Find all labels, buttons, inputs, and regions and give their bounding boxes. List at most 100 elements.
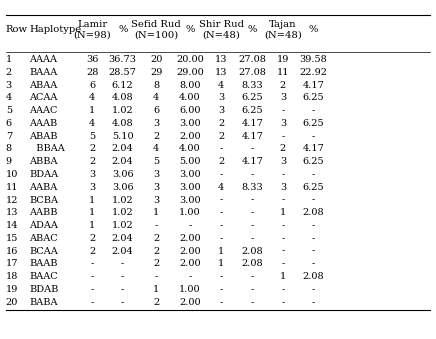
Text: 39.58: 39.58 bbox=[300, 55, 327, 64]
Text: 28: 28 bbox=[86, 68, 99, 77]
Text: -: - bbox=[91, 259, 94, 268]
Text: BABA: BABA bbox=[30, 298, 58, 307]
Text: 20.00: 20.00 bbox=[176, 55, 204, 64]
Text: 3: 3 bbox=[280, 119, 286, 128]
Text: 2.04: 2.04 bbox=[112, 234, 133, 243]
Text: 1: 1 bbox=[218, 247, 225, 256]
Text: 11: 11 bbox=[6, 183, 18, 192]
Text: 8: 8 bbox=[6, 144, 12, 154]
Text: -: - bbox=[220, 208, 223, 217]
Text: -: - bbox=[220, 285, 223, 294]
Text: 2.04: 2.04 bbox=[112, 247, 133, 256]
Text: 1.02: 1.02 bbox=[112, 196, 133, 204]
Text: -: - bbox=[220, 144, 223, 154]
Text: Haplotype: Haplotype bbox=[30, 25, 82, 35]
Text: -: - bbox=[281, 234, 285, 243]
Text: ABAB: ABAB bbox=[30, 132, 58, 141]
Text: BDAA: BDAA bbox=[30, 170, 59, 179]
Text: 1.02: 1.02 bbox=[112, 106, 133, 115]
Text: 6.25: 6.25 bbox=[303, 93, 324, 102]
Text: ADAA: ADAA bbox=[30, 221, 58, 230]
Text: ABAA: ABAA bbox=[30, 81, 58, 89]
Text: 2.08: 2.08 bbox=[242, 247, 263, 256]
Text: %: % bbox=[118, 25, 127, 35]
Text: Shir Rud
(N=48): Shir Rud (N=48) bbox=[199, 20, 244, 40]
Text: -: - bbox=[312, 298, 315, 307]
Text: -: - bbox=[188, 221, 191, 230]
Text: 19: 19 bbox=[277, 55, 289, 64]
Text: BDAB: BDAB bbox=[30, 285, 59, 294]
Text: 28.57: 28.57 bbox=[109, 68, 136, 77]
Text: 13: 13 bbox=[215, 68, 228, 77]
Text: 2: 2 bbox=[89, 234, 95, 243]
Text: 2.00: 2.00 bbox=[179, 247, 201, 256]
Text: 3: 3 bbox=[153, 196, 160, 204]
Text: 3: 3 bbox=[153, 170, 160, 179]
Text: -: - bbox=[155, 221, 158, 230]
Text: 6.25: 6.25 bbox=[242, 106, 263, 115]
Text: 2: 2 bbox=[218, 157, 225, 166]
Text: 4.00: 4.00 bbox=[179, 93, 201, 102]
Text: ABBA: ABBA bbox=[30, 157, 58, 166]
Text: 8: 8 bbox=[153, 81, 159, 89]
Text: 4: 4 bbox=[153, 93, 160, 102]
Text: 27.08: 27.08 bbox=[239, 55, 266, 64]
Text: 2.00: 2.00 bbox=[179, 234, 201, 243]
Text: 6.25: 6.25 bbox=[303, 119, 324, 128]
Text: 6.00: 6.00 bbox=[179, 106, 201, 115]
Text: -: - bbox=[312, 196, 315, 204]
Text: 1.00: 1.00 bbox=[179, 208, 201, 217]
Text: AAAB: AAAB bbox=[30, 119, 58, 128]
Text: 29: 29 bbox=[150, 68, 163, 77]
Text: AAAA: AAAA bbox=[30, 55, 58, 64]
Text: 4: 4 bbox=[218, 81, 225, 89]
Text: BAAC: BAAC bbox=[30, 272, 58, 281]
Text: -: - bbox=[188, 272, 191, 281]
Text: -: - bbox=[251, 272, 254, 281]
Text: 1.02: 1.02 bbox=[112, 208, 133, 217]
Text: Sefid Rud
(N=100): Sefid Rud (N=100) bbox=[131, 20, 181, 40]
Text: 4: 4 bbox=[89, 93, 95, 102]
Text: 36.73: 36.73 bbox=[109, 55, 137, 64]
Text: 3: 3 bbox=[153, 119, 160, 128]
Text: -: - bbox=[312, 234, 315, 243]
Text: 2: 2 bbox=[153, 259, 160, 268]
Text: BAAA: BAAA bbox=[30, 68, 58, 77]
Text: 1.02: 1.02 bbox=[112, 221, 133, 230]
Text: -: - bbox=[281, 298, 285, 307]
Text: 12: 12 bbox=[6, 196, 18, 204]
Text: 3.00: 3.00 bbox=[179, 119, 201, 128]
Text: 15: 15 bbox=[6, 234, 18, 243]
Text: 2: 2 bbox=[280, 81, 286, 89]
Text: 6.12: 6.12 bbox=[112, 81, 133, 89]
Text: -: - bbox=[281, 106, 285, 115]
Text: BAAB: BAAB bbox=[30, 259, 58, 268]
Text: AAAC: AAAC bbox=[30, 106, 58, 115]
Text: 2.04: 2.04 bbox=[112, 144, 133, 154]
Text: 3.00: 3.00 bbox=[179, 183, 201, 192]
Text: -: - bbox=[220, 298, 223, 307]
Text: 2.04: 2.04 bbox=[112, 157, 133, 166]
Text: 6: 6 bbox=[89, 81, 95, 89]
Text: -: - bbox=[91, 298, 94, 307]
Text: 3.00: 3.00 bbox=[179, 196, 201, 204]
Text: 14: 14 bbox=[6, 221, 18, 230]
Text: 4: 4 bbox=[89, 119, 95, 128]
Text: 2.08: 2.08 bbox=[303, 272, 324, 281]
Text: -: - bbox=[91, 285, 94, 294]
Text: 5: 5 bbox=[6, 106, 12, 115]
Text: 2.00: 2.00 bbox=[179, 132, 201, 141]
Text: -: - bbox=[220, 272, 223, 281]
Text: 8.00: 8.00 bbox=[179, 81, 201, 89]
Text: 3.06: 3.06 bbox=[112, 170, 133, 179]
Text: -: - bbox=[121, 272, 124, 281]
Text: -: - bbox=[91, 272, 94, 281]
Text: 6.25: 6.25 bbox=[303, 157, 324, 166]
Text: 1: 1 bbox=[89, 208, 95, 217]
Text: -: - bbox=[312, 247, 315, 256]
Text: 13: 13 bbox=[6, 208, 18, 217]
Text: -: - bbox=[312, 285, 315, 294]
Text: 2: 2 bbox=[153, 132, 160, 141]
Text: -: - bbox=[251, 298, 254, 307]
Text: 2: 2 bbox=[6, 68, 12, 77]
